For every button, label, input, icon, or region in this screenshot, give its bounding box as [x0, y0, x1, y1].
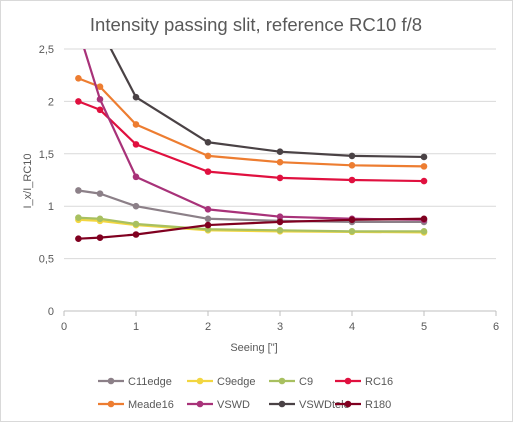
data-point — [276, 158, 284, 166]
x-tick-label: 0 — [61, 321, 67, 333]
data-point — [276, 227, 284, 234]
legend-item: C9edge — [187, 376, 256, 388]
data-point — [276, 174, 284, 182]
legend-label: R180 — [365, 399, 391, 411]
data-point — [276, 218, 284, 226]
legend-swatch-marker — [107, 377, 115, 385]
legend-swatch-marker — [107, 400, 115, 408]
legend-item: C9 — [269, 376, 313, 388]
data-point — [132, 202, 140, 210]
data-point — [132, 141, 140, 148]
data-point — [75, 75, 82, 82]
x-tick-label: 1 — [133, 321, 139, 333]
legend-swatch-marker — [344, 377, 352, 385]
legend-label: VSWD — [217, 399, 250, 411]
legend: C11edge C9edge C9 RC16 Meade16 VSWD VSWDtele R1… — [98, 376, 393, 411]
legend-swatch-marker — [196, 377, 204, 385]
chart-title: Intensity passing slit, reference RC10 f… — [90, 14, 422, 35]
series-VSWD — [75, 27, 428, 224]
data-point — [420, 177, 428, 185]
data-point — [96, 83, 104, 91]
y-tick-label: 2 — [48, 96, 54, 108]
legend-label: VSWDtele — [299, 399, 350, 411]
data-point — [348, 152, 356, 160]
x-tick-label: 5 — [421, 321, 427, 333]
legend-label: C9 — [299, 376, 313, 388]
series-line — [78, 77, 425, 168]
legend-swatch-marker — [344, 400, 352, 408]
data-point — [132, 231, 140, 238]
legend-item: VSWDtele — [269, 399, 350, 411]
legend-label: C11edge — [128, 376, 172, 388]
axes — [63, 310, 497, 316]
series-group — [75, 27, 428, 242]
y-axis-label: I_x/I_RC10 — [22, 153, 34, 208]
data-point — [276, 213, 284, 220]
series-VSWDtele — [109, 49, 428, 161]
data-point — [276, 148, 284, 156]
data-point — [204, 138, 212, 146]
y-tick-label: 2,5 — [39, 44, 54, 56]
legend-label: RC16 — [365, 376, 393, 388]
x-tick-label: 2 — [205, 321, 211, 333]
data-point — [96, 190, 104, 197]
x-tick-label: 3 — [277, 321, 283, 333]
data-point — [348, 216, 356, 224]
data-point — [132, 121, 140, 128]
data-point — [75, 27, 82, 34]
data-point — [420, 215, 428, 223]
y-tick-labels: 0 0,5 1 1,5 2 2,5 — [39, 44, 54, 318]
x-tick-labels: 0 1 2 3 4 5 6 — [61, 321, 499, 333]
y-tick-label: 0,5 — [39, 254, 54, 266]
data-point — [420, 163, 428, 170]
y-tick-label: 1,5 — [39, 149, 54, 161]
legend-label: C9edge — [217, 376, 256, 388]
x-tick-label: 6 — [493, 321, 499, 333]
data-point — [132, 93, 140, 101]
data-point — [204, 206, 212, 213]
legend-item: VSWD — [187, 399, 250, 411]
legend-item: RC16 — [335, 376, 393, 388]
data-point — [75, 235, 82, 242]
legend-swatch-marker — [278, 377, 286, 385]
x-tick-label: 4 — [349, 321, 355, 333]
series-R180 — [75, 215, 428, 242]
series-Meade16 — [75, 75, 428, 170]
data-point — [96, 234, 104, 241]
data-point — [348, 176, 356, 184]
x-axis-label: Seeing ["] — [230, 342, 277, 354]
data-point — [96, 96, 104, 103]
data-point — [96, 215, 104, 223]
legend-swatch-marker — [278, 400, 286, 408]
data-point — [348, 228, 356, 235]
data-point — [204, 221, 212, 229]
data-point — [75, 187, 82, 194]
data-point — [75, 98, 82, 105]
series-RC16 — [75, 98, 428, 185]
data-point — [420, 228, 428, 235]
data-point — [204, 215, 212, 223]
y-tick-label: 0 — [48, 306, 54, 318]
data-point — [348, 162, 356, 169]
series-line — [78, 100, 425, 183]
data-point — [420, 153, 428, 161]
data-point — [132, 220, 140, 228]
data-point — [204, 168, 212, 175]
data-point — [75, 214, 82, 222]
data-point — [132, 173, 140, 181]
legend-swatch-marker — [196, 400, 204, 408]
data-point — [204, 152, 212, 160]
legend-item: Meade16 — [98, 399, 174, 411]
legend-item: C11edge — [98, 376, 172, 388]
y-tick-label: 1 — [48, 201, 54, 213]
series-line — [83, 49, 425, 221]
legend-item: R180 — [335, 399, 391, 411]
data-point — [96, 106, 104, 114]
legend-label: Meade16 — [128, 399, 174, 411]
